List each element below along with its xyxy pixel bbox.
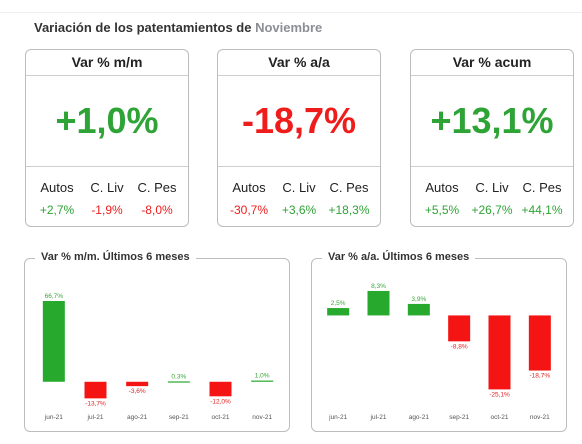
kpi-sub-values: -30,7% +3,6% +18,3%	[218, 203, 380, 217]
kpi-sub-value-autos: +2,7%	[39, 203, 75, 217]
kpi-sub-label-cpes: C. Pes	[137, 180, 177, 195]
data-label-jul-21: -13,7%	[85, 400, 106, 407]
bar-ago-21	[407, 303, 430, 316]
kpi-sub-label-autos: Autos	[40, 180, 74, 195]
x-tick-label-sep-21: sep-21	[449, 414, 469, 421]
kpi-title: Var % m/m	[26, 50, 188, 76]
bar-jul-21	[367, 290, 390, 316]
kpi-sub-value-autos: +5,5%	[424, 203, 460, 217]
kpi-sub-value-cpes: +18,3%	[328, 203, 370, 217]
chart-title: Var % m/m. Últimos 6 meses	[35, 251, 196, 263]
kpi-value: -18,7%	[241, 100, 357, 141]
data-label-sep-21: -8,8%	[451, 343, 468, 350]
kpi-card-mm: Var % m/m +1,0% Autos C. Liv C. Pes +2,7…	[25, 49, 189, 227]
bar-chart-aa: 2,5% jun-21 8,3% jul-21 3,9% ago-21 -8,8% sep-2…	[327, 283, 551, 421]
chart-panel-aa: Var % a/a. Últimos 6 meses 2,5% jun-21 8,3…	[311, 251, 567, 432]
data-label-jun-21: 66,7%	[45, 293, 64, 300]
kpi-value: +13,1%	[430, 100, 554, 141]
bar-jun-21	[327, 308, 350, 316]
chart-panel-mm: Var % m/m. Últimos 6 meses 66,7% jun-21 -1…	[24, 251, 290, 432]
x-tick-label-nov-21: nov-21	[252, 414, 272, 421]
data-label-jun-21: 2,5%	[331, 300, 346, 307]
kpi-sub-label-cpes: C. Pes	[522, 180, 562, 195]
top-divider	[0, 12, 582, 13]
bar-sep-21	[448, 315, 471, 342]
kpi-divider	[218, 166, 380, 167]
kpi-sub-labels: Autos C. Liv C. Pes	[411, 180, 573, 195]
chart-title: Var % a/a. Últimos 6 meses	[322, 251, 476, 263]
kpi-sub-label-cliv: C. Liv	[282, 180, 316, 195]
data-label-jul-21: 8,3%	[371, 283, 386, 290]
bar-jul-21	[84, 381, 107, 399]
x-tick-label-ago-21: ago-21	[409, 414, 430, 421]
kpi-sub-value-cliv: +26,7%	[471, 203, 513, 217]
kpi-sub-label-autos: Autos	[425, 180, 459, 195]
kpi-sub-label-cliv: C. Liv	[90, 180, 124, 195]
bar-nov-21	[528, 315, 551, 371]
kpi-sub-value-cpes: -8,0%	[141, 203, 173, 217]
x-tick-label-sep-21: sep-21	[169, 414, 189, 421]
kpi-sub-values: +5,5% +26,7% +44,1%	[411, 203, 573, 217]
page-title-month: Noviembre	[255, 20, 323, 35]
kpi-divider	[411, 166, 573, 167]
x-tick-label-nov-21: nov-21	[530, 414, 550, 421]
kpi-value: +1,0%	[55, 100, 159, 141]
kpi-sub-labels: Autos C. Liv C. Pes	[26, 180, 188, 195]
bar-chart-mm: 66,7% jun-21 -13,7% jul-21 -3,6% ago-21 0,3% se…	[42, 293, 274, 421]
x-tick-label-ago-21: ago-21	[127, 414, 148, 421]
page-title-text: Variación de los patentamientos de	[34, 20, 252, 35]
kpi-sub-value-cliv: +3,6%	[281, 203, 317, 217]
bar-jun-21	[42, 300, 65, 382]
kpi-sub-label-autos: Autos	[232, 180, 266, 195]
kpi-title: Var % acum	[411, 50, 573, 76]
data-label-nov-21: 1,0%	[255, 373, 270, 380]
x-tick-label-jul-21: jul-21	[370, 414, 387, 421]
x-tick-label-jun-21: jun-21	[328, 414, 347, 421]
kpi-card-acum: Var % acum +13,1% Autos C. Liv C. Pes +5…	[410, 49, 574, 227]
data-label-oct-21: -25,1%	[489, 391, 510, 398]
x-tick-label-jul-21: jul-21	[87, 414, 104, 421]
data-label-sep-21: 0,3%	[171, 373, 186, 380]
data-label-ago-21: 3,9%	[411, 296, 426, 303]
kpi-sub-label-cpes: C. Pes	[329, 180, 369, 195]
bar-sep-21	[167, 381, 190, 383]
bar-nov-21	[251, 380, 274, 382]
kpi-divider	[26, 166, 188, 167]
kpi-sub-values: +2,7% -1,9% -8,0%	[26, 203, 188, 217]
bar-oct-21	[209, 381, 232, 397]
x-tick-label-jun-21: jun-21	[44, 414, 63, 421]
kpi-sub-labels: Autos C. Liv C. Pes	[218, 180, 380, 195]
kpi-sub-value-cpes: +44,1%	[521, 203, 563, 217]
x-tick-label-oct-21: oct-21	[490, 414, 508, 421]
data-label-ago-21: -3,6%	[129, 388, 146, 395]
bar-oct-21	[488, 315, 511, 390]
data-label-oct-21: -12,0%	[210, 398, 231, 405]
kpi-sub-value-cliv: -1,9%	[91, 203, 123, 217]
data-label-nov-21: -18,7%	[530, 373, 551, 380]
bar-ago-21	[126, 381, 149, 387]
x-tick-label-oct-21: oct-21	[211, 414, 229, 421]
page-title: Variación de los patentamientos de Novie…	[34, 20, 322, 35]
kpi-card-aa: Var % a/a -18,7% Autos C. Liv C. Pes -30…	[217, 49, 381, 227]
kpi-sub-value-autos: -30,7%	[229, 203, 269, 217]
kpi-sub-label-cliv: C. Liv	[475, 180, 509, 195]
kpi-title: Var % a/a	[218, 50, 380, 76]
